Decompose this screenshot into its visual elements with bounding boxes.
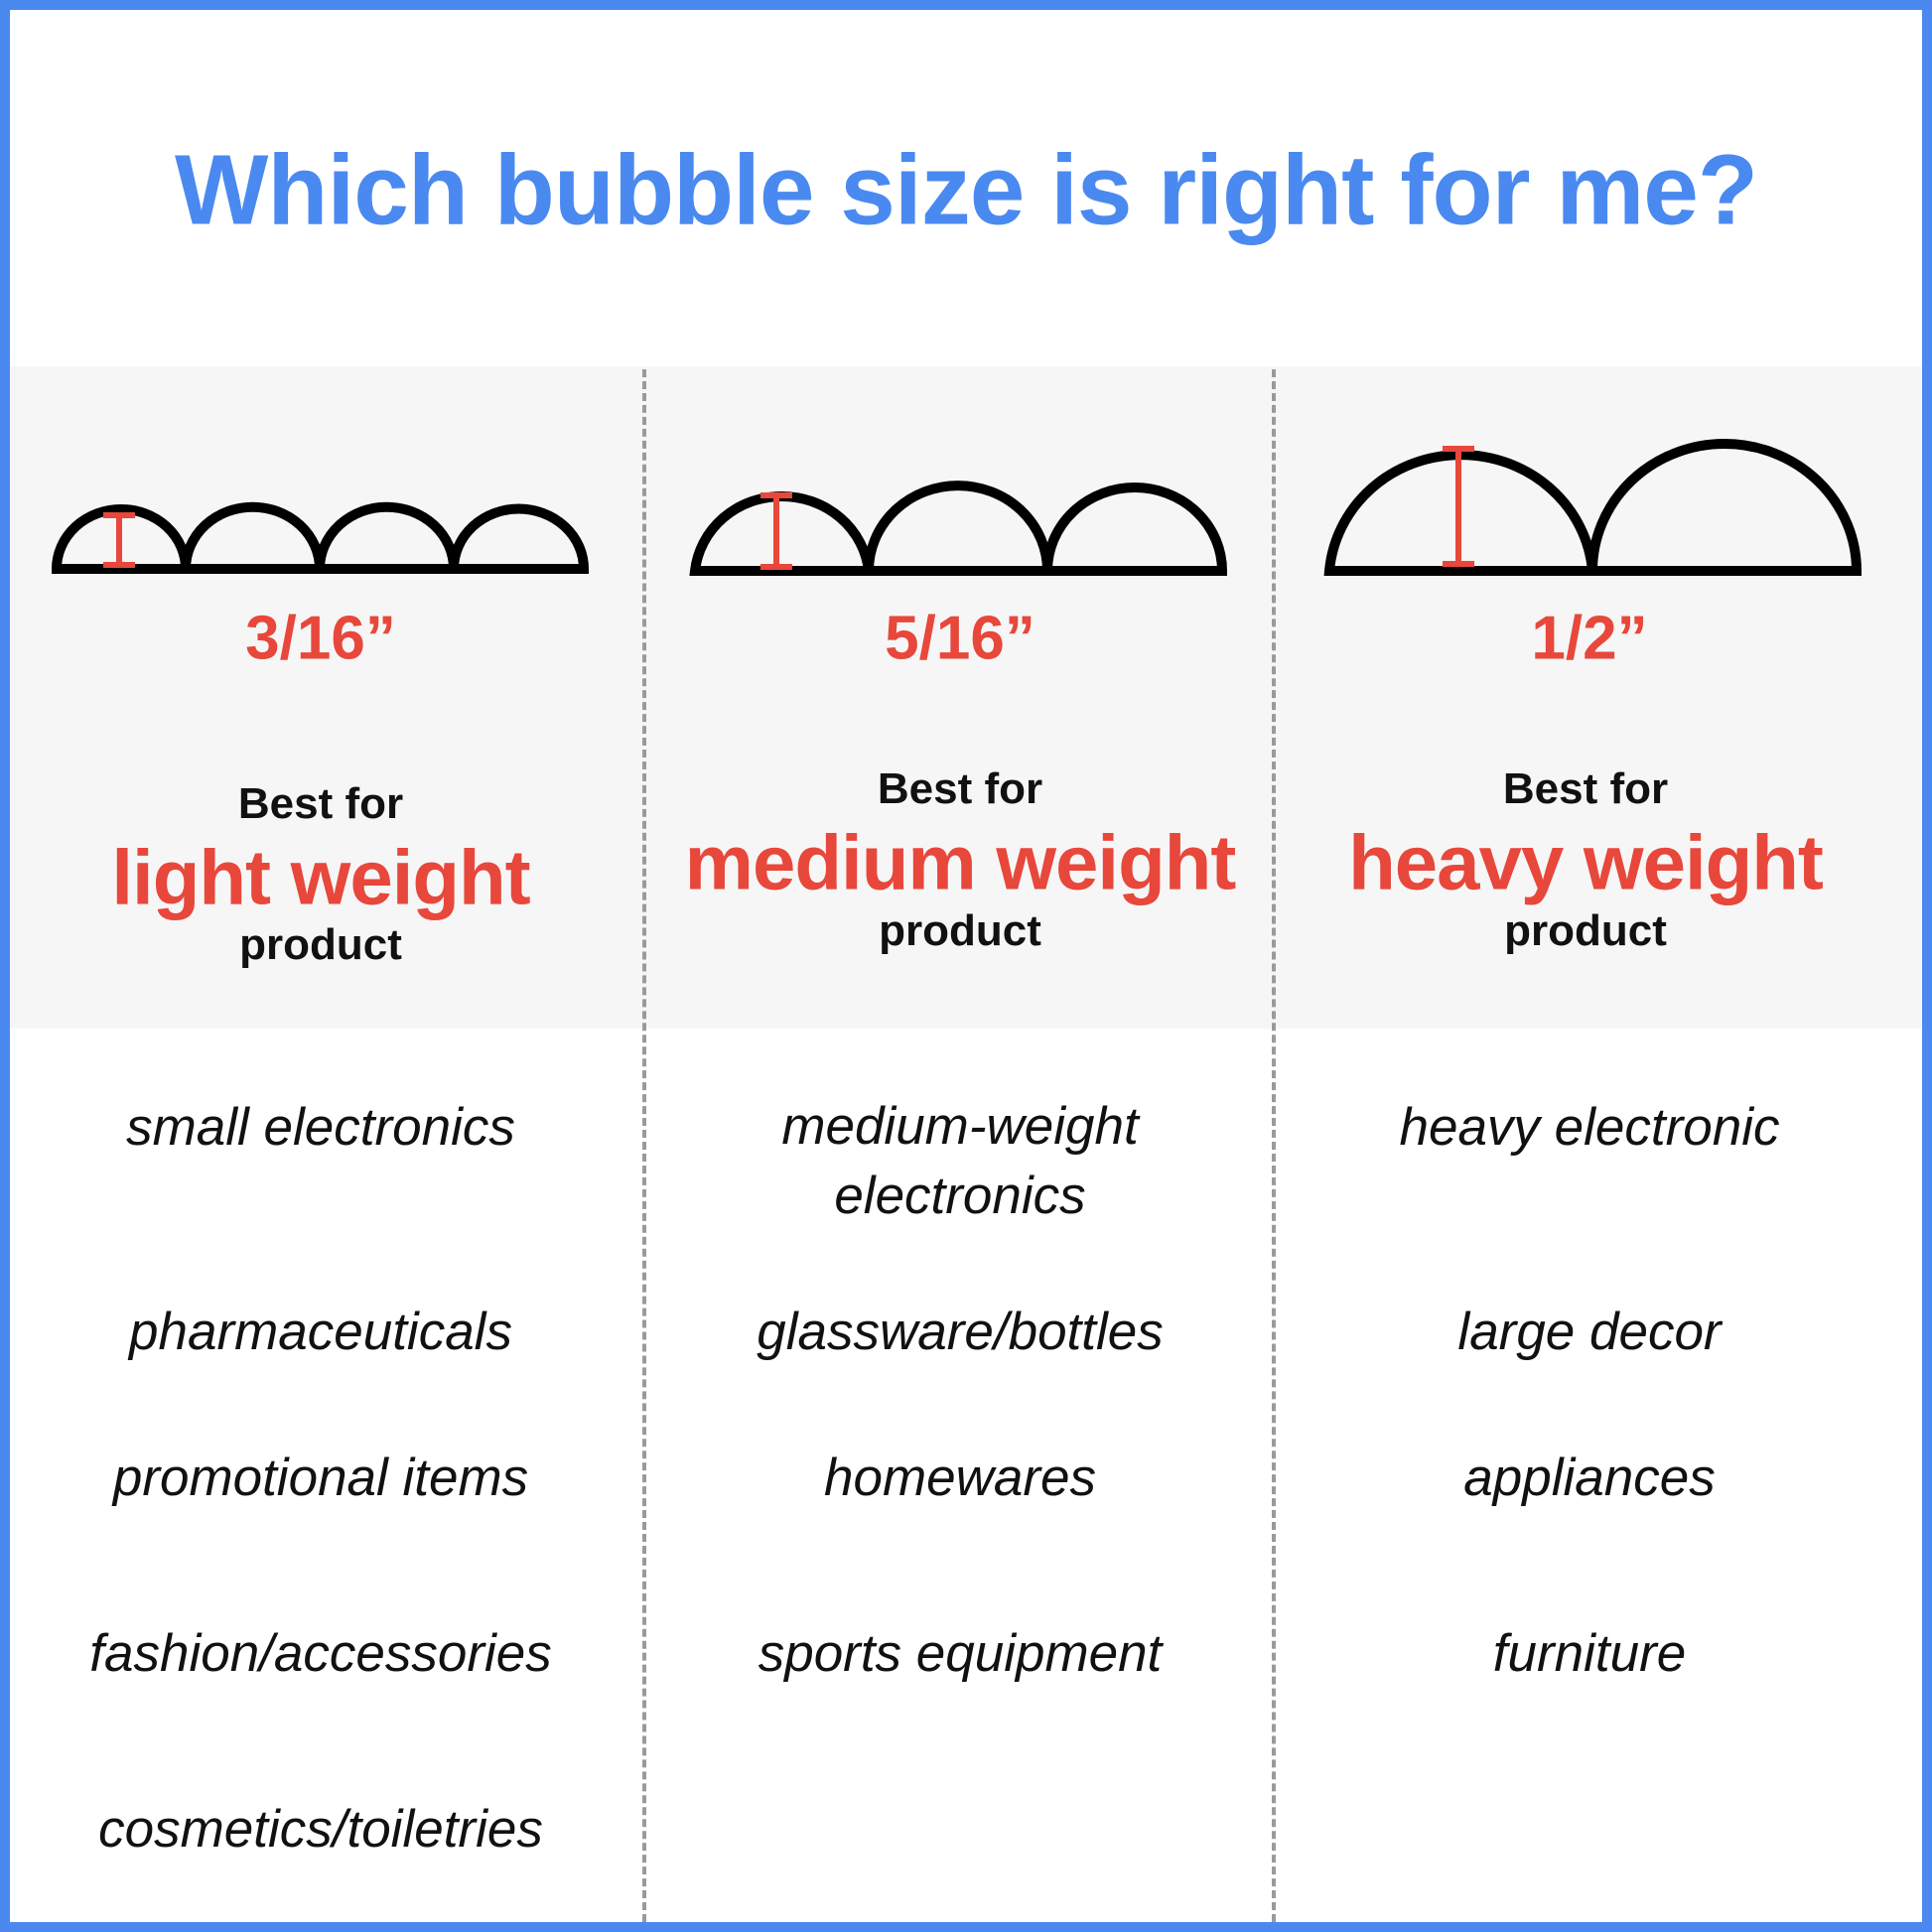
column-divider [642, 369, 646, 1922]
weight-label: light weight [111, 833, 530, 921]
product-label: product [879, 906, 1041, 955]
large-bubble-diagram [1323, 439, 1863, 576]
best-for-label: Best for [1502, 764, 1669, 813]
product-label: product [239, 920, 402, 969]
page-title: Which bubble size is right for me? [175, 134, 1758, 246]
list-item: glassware/bottles [757, 1303, 1164, 1361]
medium-bubble-diagram [689, 481, 1228, 576]
small-bubble-diagram [51, 501, 590, 574]
bubble-size-panel [10, 366, 1922, 1029]
list-item: small electronics [126, 1098, 515, 1157]
list-item: promotional items [112, 1449, 529, 1507]
list-item: heavy electronic [1399, 1098, 1780, 1157]
list-item: fashion/accessories [89, 1624, 552, 1683]
list-item: pharmaceuticals [129, 1303, 512, 1361]
list-item: homewares [824, 1449, 1096, 1507]
bubble-size-label: 5/16” [885, 604, 1035, 673]
list-item: cosmetics/toiletries [98, 1800, 543, 1859]
weight-label: heavy weight [1348, 818, 1824, 906]
list-item: medium-weight electronics [781, 1097, 1139, 1225]
list-item: furniture [1492, 1624, 1687, 1683]
list-item: large decor [1457, 1303, 1722, 1361]
list-item: sports equipment [758, 1624, 1163, 1683]
best-for-label: Best for [237, 779, 404, 828]
product-label: product [1504, 906, 1667, 955]
list-item: appliances [1463, 1449, 1716, 1507]
bubble-size-label: 3/16” [245, 604, 396, 673]
column-divider [1272, 369, 1276, 1922]
bubble-size-label: 1/2” [1531, 604, 1648, 673]
best-for-label: Best for [877, 764, 1043, 813]
weight-label: medium weight [684, 818, 1237, 906]
